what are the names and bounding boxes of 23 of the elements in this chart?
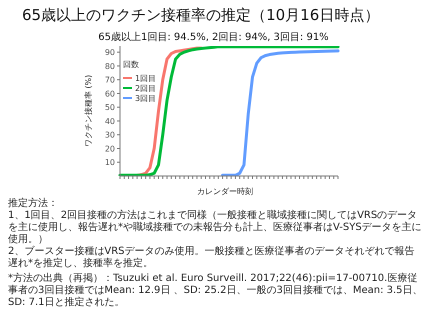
y-tick-label: 10 <box>104 158 115 168</box>
chart-title: 65歳以上のワクチン接種率の推定（10月16日時点） <box>22 6 380 25</box>
legend-label: 3回目 <box>135 92 156 104</box>
x-axis-title: カレンダー時刻 <box>196 186 254 197</box>
y-tick-label: 60 <box>104 89 115 98</box>
y-axis-title: ワクチン接種率 (%) <box>84 74 93 148</box>
y-tick-label: 40 <box>104 116 115 126</box>
chart-subtitle: 65歳以上1回目: 94.5%, 2回目: 94%, 3回目: 91% <box>97 30 330 44</box>
y-tick-label: 50 <box>104 103 115 112</box>
line-series <box>118 46 340 176</box>
text: *方法の出典（再掲）：Tsuzuki et al. Euro Surveill. 2017;22(46):pii=17-00710.医療従事者の3回目接種ではMean: 12.9日 、SD: 25.2日、一般の3回目接種では、Mean: 3.5日、SD: 7.1日と推定された。 <box>8 273 423 309</box>
text: 推定方法： <box>8 198 59 210</box>
legend-label: 2回目 <box>135 82 156 94</box>
y-tick-label: 30 <box>104 130 115 140</box>
legend-title: 回数 <box>123 59 140 70</box>
y-tick-label: 80 <box>104 62 115 71</box>
y-tick-label: 20 <box>104 144 115 154</box>
text: 1、1回目、2回目接種の方法はこれまで同様（一般接種と職域接種に関してはVRSのデータを主に使用し、報告遅れ*や職域接種での未報告分も計上、医療従事者はV-SYSデータを主に使用。） <box>8 210 423 246</box>
y-tick-label: 90 <box>104 48 115 58</box>
line-series <box>221 49 340 176</box>
legend-label: 1回目 <box>135 72 156 84</box>
y-tick-label: 70 <box>104 76 115 85</box>
text: 2、ブースター接種はVRSデータのみ使用。一般接種と医療従事者のデータそれぞれで報告遅れ*を推定し、接種率を推定。 <box>8 246 416 270</box>
